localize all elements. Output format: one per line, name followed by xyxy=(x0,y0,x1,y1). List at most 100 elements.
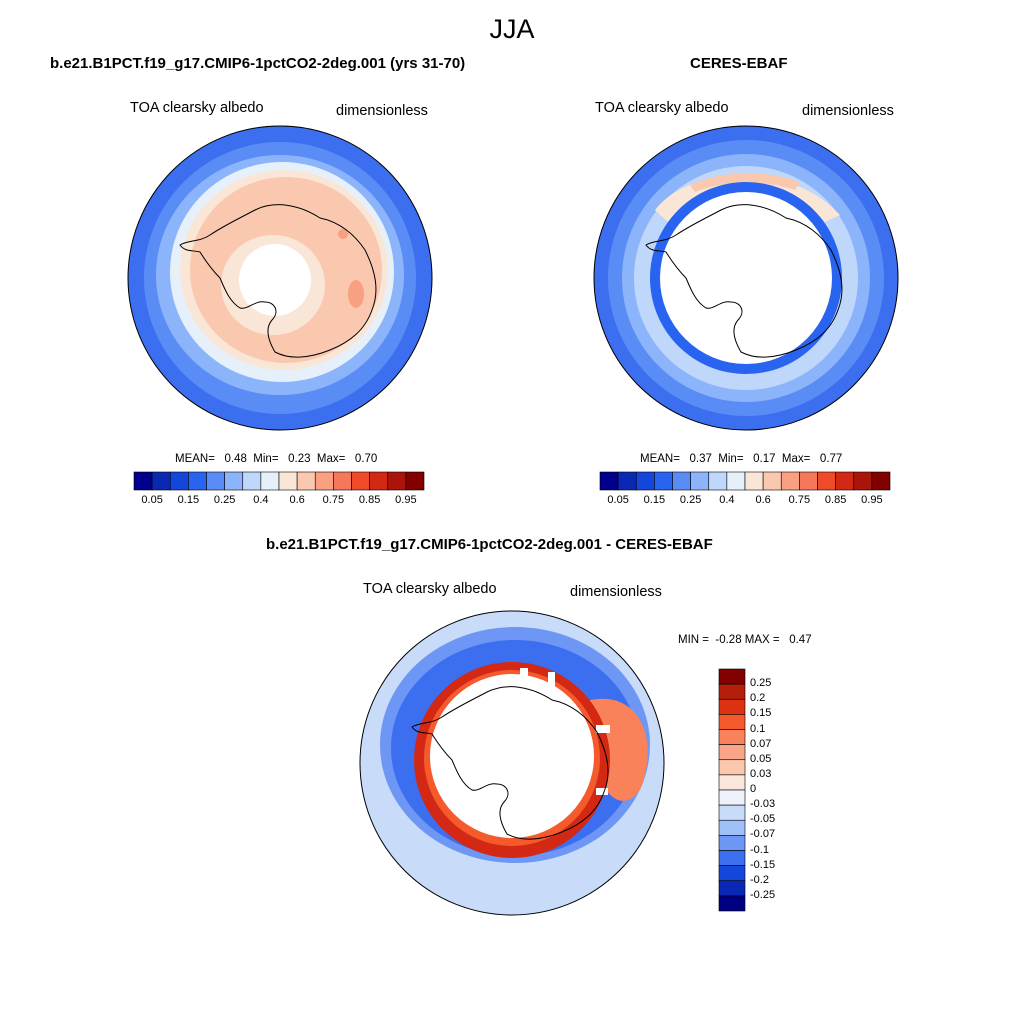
colorbar-swatch xyxy=(278,471,298,491)
colorbar-swatch xyxy=(351,471,370,491)
colorbar-tick-label: -0.03 xyxy=(750,798,776,811)
diff-colorbar-labels: 0.25 0.2 0.15 0.1 0.07 0.05 0.03 0 -0.03 -0.05 -0.… xyxy=(750,669,810,911)
colorbar-swatch xyxy=(718,698,746,715)
colorbar-tick-label: 0.25 xyxy=(213,494,236,506)
colorbar-swatch xyxy=(151,471,171,491)
figure-title: JJA xyxy=(489,14,535,44)
colorbar-swatch xyxy=(726,471,746,491)
colorbar-swatch xyxy=(718,819,746,836)
colorbar-tick-label: 0.4 xyxy=(253,494,269,506)
colorbar-tick-label: 0.05 xyxy=(607,494,629,506)
colorbar-swatch xyxy=(718,683,746,700)
colorbar-swatch xyxy=(188,471,207,491)
colorbar-tick-label: 0.15 xyxy=(643,494,666,506)
model-units-label: dimensionless xyxy=(336,103,428,119)
colorbar-swatch xyxy=(817,471,836,491)
colorbar-tick-label: 0.2 xyxy=(750,692,766,705)
colorbar-tick-label: -0.15 xyxy=(750,858,776,871)
colorbar-swatch xyxy=(369,471,389,491)
colorbar-tick-label: 0.75 xyxy=(788,494,811,506)
model-stats: MEAN= 0.48 Min= 0.23 Max= 0.70 xyxy=(175,453,378,465)
colorbar-swatch xyxy=(672,471,691,491)
colorbar-tick-label: 0.6 xyxy=(755,494,771,506)
colorbar-swatch xyxy=(853,471,873,491)
model-colorbar xyxy=(133,471,425,491)
colorbar-tick-label: 0.15 xyxy=(750,707,772,720)
colorbar-swatch xyxy=(799,471,818,491)
colorbar-swatch xyxy=(718,850,746,866)
diff-map xyxy=(360,611,664,915)
colorbar-tick-label: 0.25 xyxy=(750,677,772,690)
model-colorbar-labels: 0.05 0.15 0.25 0.4 0.6 0.75 0.85 0.95 xyxy=(134,494,424,510)
diff-variable-label: TOA clearsky albedo xyxy=(363,581,497,597)
colorbar-tick-label: -0.05 xyxy=(750,813,776,826)
colorbar-tick-label: 0.85 xyxy=(824,494,847,506)
colorbar-swatch xyxy=(654,471,673,491)
model-variable-label: TOA clearsky albedo xyxy=(130,100,264,116)
obs-map xyxy=(594,126,898,430)
colorbar-swatch xyxy=(835,471,855,491)
diff-stats: MIN = -0.28 MAX = 0.47 xyxy=(678,634,812,646)
colorbar-swatch xyxy=(617,471,637,491)
colorbar-swatch xyxy=(718,880,746,897)
colorbar-swatch xyxy=(718,865,746,882)
diff-panel-title: b.e21.B1PCT.f19_g17.CMIP6-1pctCO2-2deg.0… xyxy=(266,536,713,553)
colorbar-swatch xyxy=(635,471,655,491)
diff-colorbar xyxy=(718,668,746,912)
colorbar-swatch xyxy=(744,471,764,491)
colorbar-tick-label: -0.25 xyxy=(750,888,776,901)
colorbar-tick-label: 0.85 xyxy=(358,494,381,506)
model-map xyxy=(128,126,432,430)
colorbar-swatch xyxy=(780,471,800,491)
colorbar-swatch xyxy=(718,804,746,821)
diff-map-border xyxy=(359,610,665,916)
obs-colorbar-labels: 0.05 0.15 0.25 0.4 0.6 0.75 0.85 0.95 xyxy=(600,494,890,510)
colorbar-swatch xyxy=(718,668,746,685)
colorbar-swatch xyxy=(718,759,746,776)
colorbar-swatch xyxy=(690,471,710,491)
colorbar-swatch xyxy=(708,471,728,491)
colorbar-swatch xyxy=(718,774,746,791)
colorbar-swatch xyxy=(260,471,280,491)
colorbar-swatch xyxy=(405,471,425,491)
colorbar-tick-label: -0.2 xyxy=(750,873,769,886)
model-map-border xyxy=(127,125,433,431)
colorbar-tick-label: -0.07 xyxy=(750,828,776,841)
colorbar-swatch xyxy=(242,471,262,491)
obs-variable-label: TOA clearsky albedo xyxy=(595,100,729,116)
colorbar-tick-label: 0.25 xyxy=(679,494,702,506)
colorbar-swatch xyxy=(718,835,746,851)
colorbar-swatch xyxy=(133,471,153,491)
colorbar-swatch xyxy=(718,895,746,912)
colorbar-tick-label: 0.15 xyxy=(177,494,200,506)
obs-units-label: dimensionless xyxy=(802,103,894,119)
colorbar-swatch xyxy=(599,471,619,491)
colorbar-swatch xyxy=(871,471,891,491)
colorbar-swatch xyxy=(206,471,225,491)
colorbar-swatch xyxy=(718,729,746,745)
obs-stats: MEAN= 0.37 Min= 0.17 Max= 0.77 xyxy=(640,453,843,465)
colorbar-tick-label: 0.05 xyxy=(141,494,163,506)
colorbar-tick-label: 0.75 xyxy=(322,494,345,506)
colorbar-swatch xyxy=(314,471,334,491)
colorbar-swatch xyxy=(718,714,746,730)
colorbar-swatch xyxy=(333,471,352,491)
colorbar-tick-label: 0.95 xyxy=(861,494,883,506)
colorbar-swatch xyxy=(224,471,244,491)
obs-panel-title: CERES-EBAF xyxy=(690,55,788,72)
colorbar-swatch xyxy=(718,789,746,806)
colorbar-tick-label: 0.95 xyxy=(395,494,417,506)
colorbar-swatch xyxy=(296,471,316,491)
colorbar-swatch xyxy=(387,471,407,491)
colorbar-swatch xyxy=(718,744,746,761)
colorbar-tick-label: 0.03 xyxy=(750,767,772,780)
colorbar-tick-label: 0.07 xyxy=(750,737,772,750)
obs-map-border xyxy=(593,125,899,431)
model-panel-title: b.e21.B1PCT.f19_g17.CMIP6-1pctCO2-2deg.0… xyxy=(50,55,466,72)
colorbar-swatch xyxy=(762,471,782,491)
colorbar-tick-label: 0.6 xyxy=(289,494,305,506)
obs-colorbar xyxy=(599,471,891,491)
colorbar-tick-label: 0.05 xyxy=(750,752,772,765)
diff-units-label: dimensionless xyxy=(570,584,662,600)
